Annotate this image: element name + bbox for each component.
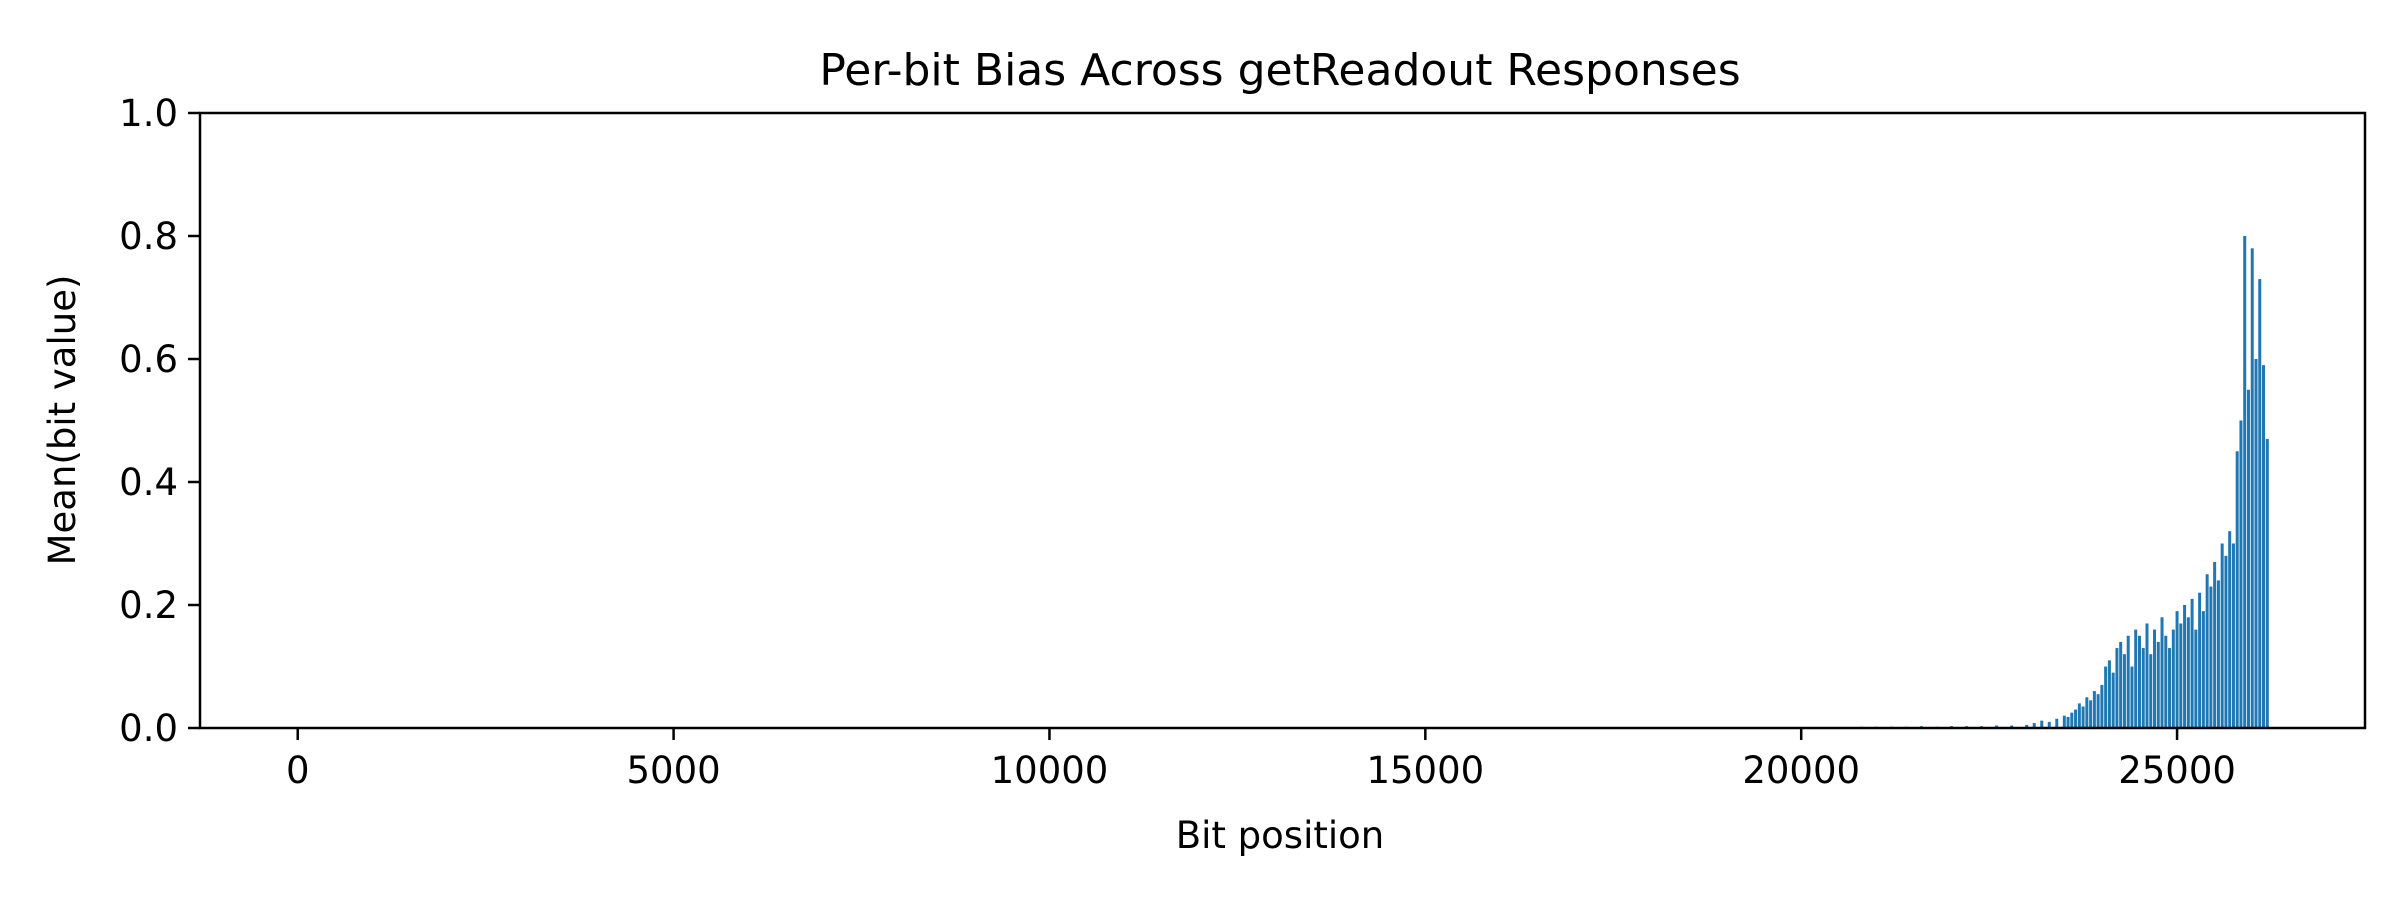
bar bbox=[2164, 635, 2168, 728]
y-tick-label: 0.0 bbox=[119, 707, 178, 750]
bar bbox=[2107, 660, 2111, 728]
bar bbox=[2047, 721, 2051, 728]
bar bbox=[2149, 654, 2153, 728]
bar bbox=[2156, 641, 2160, 728]
x-axis-ticks: 0 5000 10000 15000 20000 25000 bbox=[286, 728, 2236, 792]
bar bbox=[2119, 641, 2123, 728]
x-axis-label: Bit position bbox=[1176, 814, 1385, 857]
y-tick-label: 0.2 bbox=[119, 584, 178, 627]
bar bbox=[2231, 543, 2235, 728]
bar bbox=[2258, 279, 2262, 728]
bar bbox=[2137, 635, 2141, 728]
bar bbox=[2055, 718, 2059, 728]
y-axis-ticks: 0.0 0.2 0.4 0.6 0.8 1.0 bbox=[119, 92, 200, 750]
bar bbox=[2074, 709, 2078, 728]
bar bbox=[2141, 648, 2145, 728]
bar bbox=[2025, 724, 2029, 728]
bar bbox=[2239, 420, 2243, 728]
bar bbox=[2179, 623, 2183, 728]
y-tick-label: 1.0 bbox=[119, 92, 178, 135]
bar bbox=[2243, 236, 2247, 728]
bar bbox=[2130, 666, 2134, 728]
x-tick-label: 10000 bbox=[991, 749, 1109, 792]
x-tick-label: 25000 bbox=[2118, 749, 2236, 792]
bar bbox=[2171, 629, 2175, 728]
bar bbox=[2096, 694, 2100, 728]
bar bbox=[2246, 389, 2250, 728]
bar bbox=[2250, 248, 2254, 729]
bar bbox=[2126, 635, 2130, 728]
bar bbox=[2220, 543, 2224, 728]
bars-group bbox=[1859, 236, 2269, 729]
bar bbox=[2186, 617, 2190, 728]
bar bbox=[2198, 592, 2202, 728]
x-tick-label: 20000 bbox=[1742, 749, 1860, 792]
y-tick-label: 0.4 bbox=[119, 461, 178, 504]
bar bbox=[2168, 648, 2172, 728]
y-axis-label: Mean(bit value) bbox=[41, 275, 84, 566]
bar bbox=[2070, 712, 2074, 729]
y-tick-label: 0.8 bbox=[119, 215, 178, 258]
bar bbox=[2040, 720, 2044, 728]
bar bbox=[2201, 611, 2205, 728]
bar bbox=[2100, 684, 2104, 728]
bar bbox=[2235, 451, 2239, 728]
bar bbox=[2122, 654, 2126, 728]
x-tick-label: 5000 bbox=[627, 749, 721, 792]
bar bbox=[2111, 672, 2115, 728]
y-tick-label: 0.6 bbox=[119, 338, 178, 381]
bar bbox=[2115, 648, 2119, 728]
bar bbox=[2216, 580, 2220, 728]
bar bbox=[2077, 703, 2081, 728]
bar bbox=[2190, 598, 2194, 728]
bar bbox=[2153, 629, 2157, 728]
bar bbox=[2066, 716, 2070, 728]
bar bbox=[2104, 666, 2108, 728]
bar bbox=[2145, 623, 2149, 728]
bar bbox=[2228, 531, 2232, 728]
bar bbox=[2265, 438, 2269, 728]
bar bbox=[2092, 691, 2096, 728]
bar bbox=[2032, 723, 2036, 728]
bar bbox=[2089, 700, 2093, 728]
bar bbox=[2194, 629, 2198, 728]
x-tick-label: 15000 bbox=[1366, 749, 1484, 792]
bar bbox=[2209, 586, 2213, 728]
plot-frame bbox=[198, 111, 2367, 730]
bar bbox=[2062, 715, 2066, 728]
chart-title: Per-bit Bias Across getReadout Responses bbox=[819, 45, 1740, 96]
bar bbox=[2085, 697, 2089, 728]
bar bbox=[2205, 574, 2209, 728]
x-tick-label: 0 bbox=[286, 749, 310, 792]
bar bbox=[2254, 359, 2258, 728]
bar bbox=[2262, 365, 2266, 728]
bar bbox=[2213, 561, 2217, 728]
bar bbox=[2183, 605, 2187, 728]
bar bbox=[2134, 629, 2138, 728]
bar bbox=[2081, 706, 2085, 728]
bar bbox=[2224, 555, 2228, 728]
bar bbox=[2175, 611, 2179, 728]
bar bbox=[2160, 617, 2164, 728]
